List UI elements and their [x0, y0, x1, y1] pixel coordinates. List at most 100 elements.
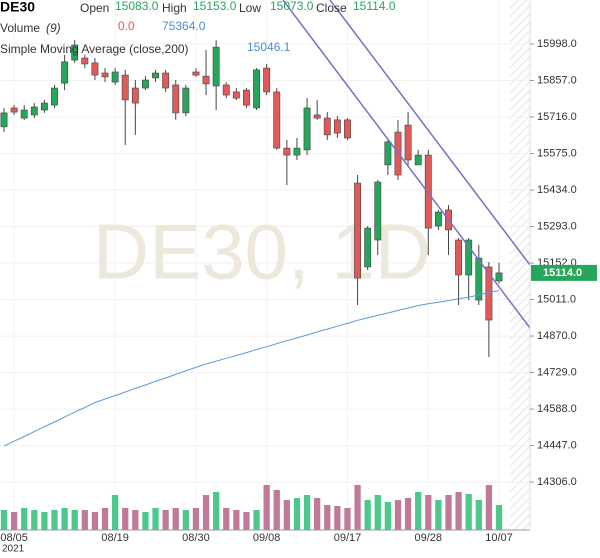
- candle-body: [212, 46, 220, 87]
- trend-line: [282, 0, 531, 329]
- candle-body: [424, 154, 432, 229]
- future-area: [510, 0, 530, 530]
- volume-bar: [41, 512, 48, 530]
- candle-body: [81, 57, 89, 65]
- volume-bar: [213, 492, 220, 530]
- volume-bar: [445, 495, 452, 530]
- candle-body: [0, 112, 8, 128]
- plot: [0, 40, 503, 447]
- ohlc-value: 15083.0: [115, 0, 159, 13]
- y-tick-label: 14588.0: [537, 403, 577, 415]
- candle-body: [354, 182, 362, 279]
- candle-body: [182, 87, 190, 114]
- volume-bar: [182, 510, 189, 530]
- candle-body: [293, 147, 301, 156]
- ohlc-value: 15114.0: [353, 0, 396, 13]
- candle-body: [313, 114, 321, 119]
- candle-body: [91, 62, 99, 76]
- volume-bar: [354, 485, 361, 530]
- volume-bar: [293, 498, 301, 530]
- year-label: 2021: [2, 544, 25, 555]
- volume-bar: [51, 510, 58, 530]
- volume-bar: [21, 508, 28, 530]
- candle-body: [434, 211, 442, 227]
- y-tick-label: 15998.0: [537, 38, 577, 50]
- candle-body: [495, 272, 503, 282]
- volume-pane: [0, 485, 503, 530]
- volume-label: Volume: [0, 21, 40, 35]
- ohlc-label: Open: [80, 1, 109, 15]
- trend-line: [329, 0, 531, 266]
- ohlc-label: High: [162, 1, 187, 15]
- y-tick-label: 15857.0: [537, 74, 577, 86]
- volume-bar: [273, 490, 280, 530]
- volume-bar: [223, 508, 230, 530]
- ohlc-value: 15153.0: [193, 0, 237, 13]
- volume-bar: [344, 508, 351, 530]
- candle-body: [121, 74, 129, 101]
- volume-bar: [495, 505, 503, 530]
- candle-body: [152, 72, 159, 79]
- volume-bar: [0, 510, 8, 530]
- y-tick-label: 14729.0: [537, 366, 577, 378]
- volume-bar: [233, 510, 240, 530]
- candle-body: [51, 87, 58, 106]
- x-tick-label: 08/05: [0, 532, 28, 544]
- candle-body: [344, 119, 351, 139]
- candle-body: [30, 106, 38, 116]
- candle-body: [232, 91, 240, 99]
- volume-bar: [415, 492, 422, 530]
- candle-body: [141, 79, 149, 89]
- candle-body: [465, 239, 473, 276]
- candle-body: [131, 87, 139, 104]
- y-tick-label: 14447.0: [537, 439, 577, 451]
- volume-bar: [475, 500, 482, 530]
- y-tick-label: 14306.0: [537, 476, 577, 488]
- volume-bar: [243, 512, 250, 530]
- y-tick-label: 15011.0: [537, 293, 576, 305]
- volume-bar: [324, 505, 331, 530]
- volume-bar: [283, 500, 290, 530]
- sma-label: Simple Moving Average (close,200): [0, 42, 189, 56]
- x-tick-label: 08/19: [101, 532, 129, 544]
- volume-bar: [122, 508, 129, 530]
- volume-bar: [374, 495, 381, 530]
- volume-bar: [394, 500, 402, 530]
- x-tick-label: 09/17: [334, 532, 362, 544]
- y-tick-label: 15293.0: [537, 220, 577, 232]
- sma-value: 15046.1: [247, 40, 291, 54]
- candle-body: [40, 102, 48, 111]
- volume-bar: [192, 508, 200, 530]
- volume-bar: [364, 500, 371, 530]
- volume-bar: [435, 500, 442, 530]
- volume-bar: [253, 510, 260, 530]
- candle-body: [374, 181, 382, 241]
- ohlc-value: 15073.0: [270, 0, 314, 13]
- volume-period: (9): [46, 21, 61, 35]
- volume-bar: [10, 512, 18, 530]
- candle-body: [111, 71, 119, 83]
- candle-body: [404, 124, 412, 161]
- volume-bar: [91, 512, 99, 530]
- volume-bar: [152, 508, 159, 530]
- legend-header: DE30 Open 15083.0 High 15153.0 Low 15073…: [0, 0, 396, 56]
- candle-body: [414, 154, 422, 166]
- volume-value: 0.0: [118, 19, 135, 33]
- volume-bar: [334, 506, 341, 530]
- ohlc-label: Close: [316, 1, 347, 15]
- volume-bar: [314, 498, 321, 530]
- volume-bar: [172, 508, 179, 530]
- volume-bar: [111, 495, 119, 530]
- y-tick-label: 14870.0: [537, 330, 577, 342]
- volume-bar: [71, 510, 78, 530]
- symbol: DE30: [0, 0, 35, 15]
- candle-body: [162, 72, 170, 89]
- volume-bar: [303, 495, 311, 530]
- y-tick-label: 15575.0: [537, 147, 577, 159]
- last-price-box: [531, 264, 597, 281]
- candle-body: [303, 107, 311, 151]
- candle-body: [202, 75, 210, 85]
- y-tick-label: 15716.0: [537, 111, 577, 123]
